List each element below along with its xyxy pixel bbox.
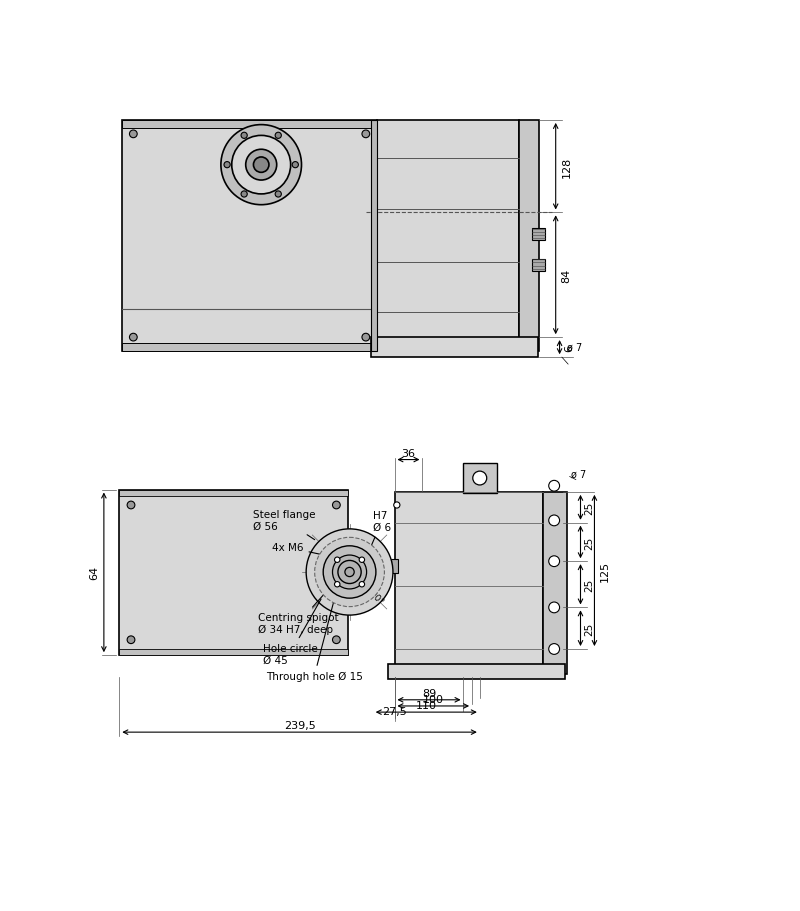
Circle shape [549,481,559,492]
Circle shape [130,131,138,138]
Bar [119,490,348,496]
Text: Through hole Ø 15: Through hole Ø 15 [266,579,362,681]
Circle shape [306,529,393,616]
Bar [543,492,566,675]
Text: 27,5: 27,5 [382,707,407,717]
Circle shape [254,158,269,173]
Text: 25: 25 [584,622,594,635]
Bar [119,490,348,655]
Circle shape [333,556,366,589]
Text: 89: 89 [422,688,436,698]
Text: 239,5: 239,5 [284,721,315,731]
Text: 100: 100 [422,694,444,704]
Text: 45: 45 [371,560,382,569]
Bar [371,121,378,352]
Bar [371,338,538,358]
Circle shape [362,131,370,138]
Bar [518,121,538,352]
Text: 25: 25 [584,536,594,549]
Circle shape [345,568,354,577]
Text: Steel flange
Ø 56: Steel flange Ø 56 [253,509,315,540]
Bar [462,463,497,494]
Text: Centring spigot
Ø 34 H7, deep: Centring spigot Ø 34 H7, deep [258,584,338,634]
Circle shape [549,644,559,655]
Bar [533,260,545,271]
Circle shape [549,557,559,567]
Bar [533,229,545,241]
Text: 6: 6 [564,344,574,352]
Bar [394,492,543,675]
Circle shape [292,162,298,169]
Circle shape [130,334,138,342]
Text: 4x M6: 4x M6 [272,543,332,558]
Bar [122,344,378,352]
Circle shape [224,162,230,169]
Circle shape [314,537,385,607]
Bar [122,121,378,128]
Text: 25: 25 [584,578,594,591]
Text: 4x 90°: 4x 90° [358,578,385,606]
Bar [122,121,378,352]
Text: 125: 125 [600,560,610,581]
Circle shape [359,582,365,588]
Circle shape [127,636,135,644]
Text: ø 7: ø 7 [567,343,582,353]
Circle shape [323,547,376,599]
Circle shape [362,334,370,342]
Bar [119,650,348,655]
Text: Hole circle
Ø 45: Hole circle Ø 45 [262,599,321,665]
Circle shape [334,558,340,563]
Bar [378,121,518,352]
Text: 25: 25 [584,501,594,515]
Circle shape [241,133,247,139]
Circle shape [232,137,290,195]
Circle shape [549,516,559,527]
Circle shape [246,150,277,181]
Text: 36: 36 [402,449,415,459]
Text: 84: 84 [562,269,571,282]
Circle shape [241,191,247,198]
Bar [388,664,565,680]
Bar [391,559,398,573]
Circle shape [275,133,282,139]
Text: 64: 64 [90,566,99,579]
Text: H7
Ø 6: H7 Ø 6 [368,511,391,555]
Circle shape [473,472,486,486]
Circle shape [275,191,282,198]
Circle shape [549,602,559,613]
Circle shape [359,558,365,563]
Circle shape [333,636,340,644]
Circle shape [394,502,400,508]
Text: ø 7: ø 7 [571,469,586,479]
Text: 110: 110 [416,701,437,711]
Circle shape [334,582,340,588]
Circle shape [338,561,361,584]
Circle shape [127,502,135,509]
Text: 128: 128 [562,157,571,178]
Circle shape [333,502,340,509]
Circle shape [221,126,302,206]
